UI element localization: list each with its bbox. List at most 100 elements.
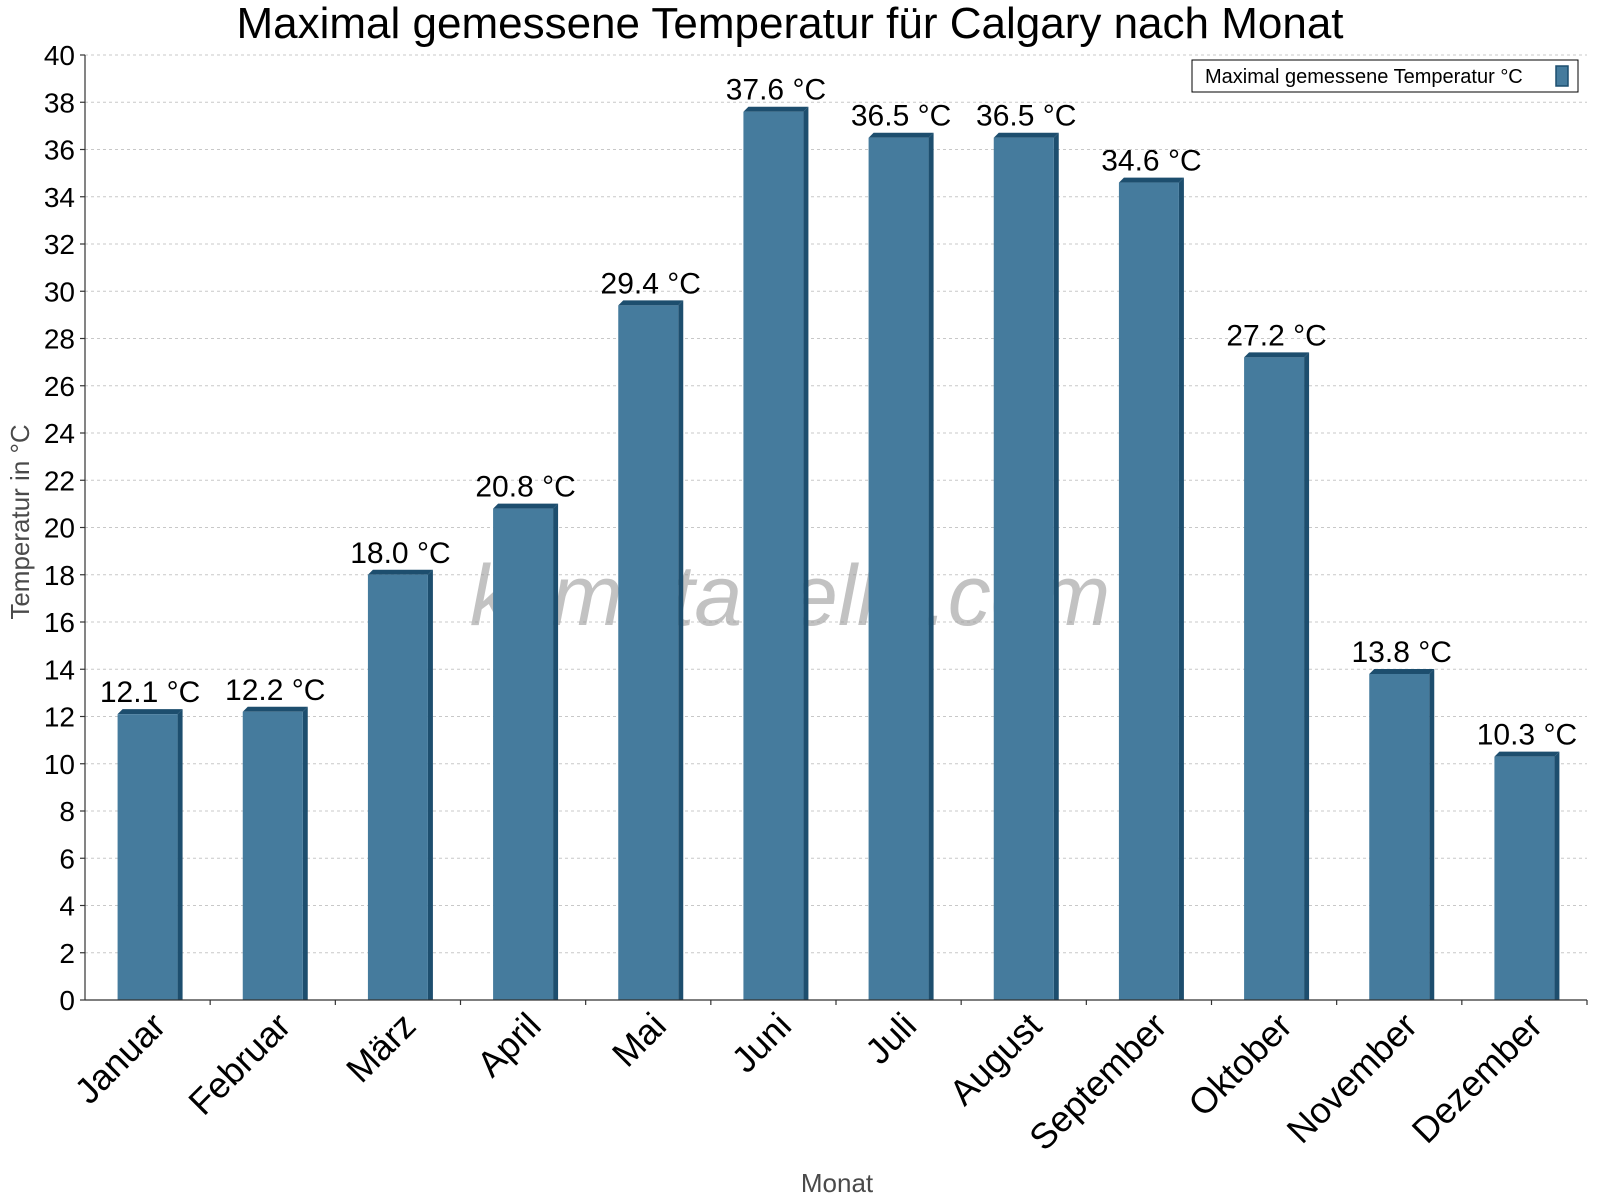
x-tick-label: Juni xyxy=(723,1005,799,1081)
bar-september xyxy=(1118,177,1184,1000)
bar-front xyxy=(743,111,804,1000)
bar-value-label: 10.3 °C xyxy=(1477,719,1577,752)
bar-top xyxy=(868,132,934,138)
bar-value-labels: 12.1 °C 12.2 °C 18.0 °C 20.8 °C 29.4 °C 37.6 … xyxy=(100,74,1577,752)
x-tick-label: Januar xyxy=(66,1005,173,1112)
bar-front xyxy=(993,137,1054,1000)
bar-side xyxy=(427,569,433,1000)
y-tick-label: 40 xyxy=(44,40,75,71)
x-tick-label: April xyxy=(469,1005,549,1085)
bar-front xyxy=(1369,673,1430,1000)
bar-side xyxy=(1554,751,1560,1000)
bars xyxy=(117,106,1560,1000)
y-tick-label: 8 xyxy=(59,796,75,827)
bar-front xyxy=(367,574,428,1000)
x-tick-label: Mai xyxy=(604,1005,674,1075)
bar-front xyxy=(117,714,178,1000)
y-tick-label: 2 xyxy=(59,938,75,969)
y-axis-label: Temperatur in °C xyxy=(5,424,35,619)
y-tick-label: 26 xyxy=(44,371,75,402)
y-tick-label: 30 xyxy=(44,276,75,307)
bar-april xyxy=(493,503,559,1000)
bar-value-label: 12.1 °C xyxy=(100,676,200,709)
x-tick-label: Dezember xyxy=(1404,1005,1550,1151)
bar-value-label: 34.6 °C xyxy=(1101,145,1201,178)
bar-side xyxy=(803,106,809,1000)
bar-side xyxy=(1053,132,1059,1000)
bar-top xyxy=(493,503,559,509)
bar-front xyxy=(1244,357,1305,1000)
bar-juli xyxy=(868,132,934,1000)
bar-top xyxy=(1118,177,1184,183)
bar-august xyxy=(993,132,1059,1000)
bar-value-label: 36.5 °C xyxy=(976,100,1076,133)
bar-side xyxy=(1304,352,1310,1000)
bar-januar xyxy=(117,709,183,1000)
chart-title: Maximal gemessene Temperatur für Calgary… xyxy=(236,0,1343,48)
y-tick-label: 36 xyxy=(44,135,75,166)
legend-box xyxy=(1191,59,1579,93)
y-tick-label: 38 xyxy=(44,87,75,118)
x-tick-label: Juli xyxy=(857,1005,924,1072)
y-tick-label: 32 xyxy=(44,229,75,260)
bar-value-label: 37.6 °C xyxy=(726,74,826,107)
y-tick-label: 10 xyxy=(44,749,75,780)
bar-top xyxy=(1369,668,1435,674)
bar-value-label: 29.4 °C xyxy=(601,267,701,300)
bar-value-label: 12.2 °C xyxy=(225,674,325,707)
bar-side xyxy=(553,503,559,1000)
bar-februar xyxy=(242,706,308,1000)
bar-side xyxy=(302,706,308,1000)
legend: Maximal gemessene Temperatur °C xyxy=(1191,59,1579,93)
y-tick-label: 20 xyxy=(44,513,75,544)
bar-dezember xyxy=(1494,751,1560,1000)
bar-top xyxy=(242,706,308,712)
bar-front xyxy=(868,137,929,1000)
bar-value-label: 18.0 °C xyxy=(350,537,450,570)
bar-side xyxy=(928,132,934,1000)
bar-mai xyxy=(618,300,684,1000)
y-tick-label: 4 xyxy=(59,891,75,922)
x-axis-label: Monat xyxy=(801,1168,874,1198)
bar-value-label: 13.8 °C xyxy=(1352,636,1452,669)
bar-value-label: 36.5 °C xyxy=(851,100,951,133)
x-tick-label: März xyxy=(338,1005,424,1091)
y-tick-label: 6 xyxy=(59,843,75,874)
bar-side xyxy=(177,709,183,1000)
bar-november xyxy=(1369,668,1435,1000)
bar-top xyxy=(1494,751,1560,757)
bar-value-label: 27.2 °C xyxy=(1226,319,1326,352)
y-tick-label: 18 xyxy=(44,560,75,591)
bar-märz xyxy=(367,569,433,1000)
legend-swatch xyxy=(1555,65,1569,87)
x-tick-label: September xyxy=(1021,1005,1175,1159)
x-tick-label: Februar xyxy=(180,1005,298,1123)
bar-juni xyxy=(743,106,809,1000)
y-tick-label: 16 xyxy=(44,607,75,638)
x-tick-label: Oktober xyxy=(1180,1005,1300,1125)
y-tick-label: 14 xyxy=(44,654,75,685)
bar-side xyxy=(678,300,684,1000)
bar-front xyxy=(1494,756,1555,1000)
y-tick-label: 34 xyxy=(44,182,75,213)
bar-oktober xyxy=(1244,352,1310,1000)
gridlines xyxy=(85,54,1587,954)
bar-value-label: 20.8 °C xyxy=(475,471,575,504)
x-tick-label: August xyxy=(941,1005,1049,1113)
legend-label: Maximal gemessene Temperatur °C xyxy=(1205,66,1523,88)
bar-top xyxy=(1244,352,1310,358)
bar-front xyxy=(493,508,554,1000)
bar-top xyxy=(117,709,183,715)
y-tick-label: 12 xyxy=(44,702,75,733)
bar-top xyxy=(743,106,809,112)
bar-top xyxy=(618,300,684,306)
bar-top xyxy=(367,569,433,575)
y-tick-label: 0 xyxy=(59,985,75,1016)
bar-side xyxy=(1178,177,1184,1000)
y-tick-label: 22 xyxy=(44,465,75,496)
bar-side xyxy=(1429,668,1435,1000)
bar-front xyxy=(242,711,303,1000)
bar-front xyxy=(618,305,679,1000)
bar-front xyxy=(1118,182,1179,1000)
